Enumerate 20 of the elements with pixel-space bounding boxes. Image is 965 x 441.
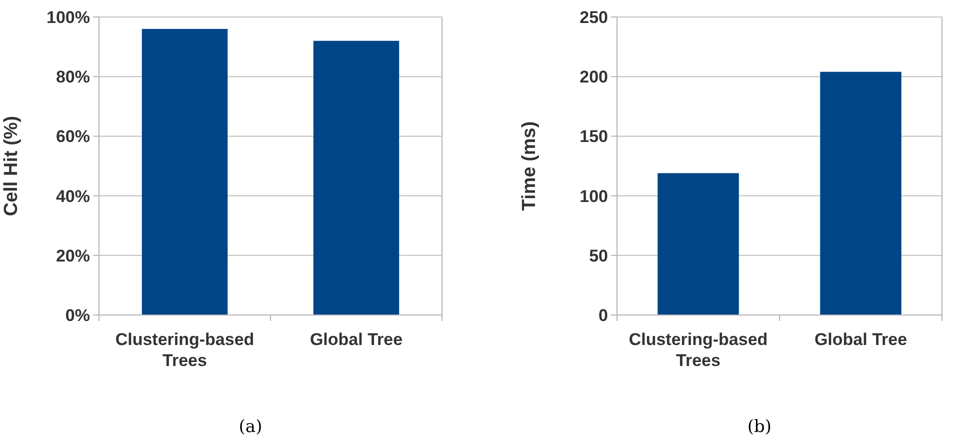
x-tick-label: Global Tree [814, 330, 908, 349]
y-tick-label: 100% [46, 8, 90, 27]
y-axis-title: Time (ms) [519, 121, 540, 211]
text: (a) [238, 417, 262, 437]
text: (b) [747, 417, 772, 437]
x-tick-label: Clustering-based Trees [115, 330, 254, 370]
x-tick-label: Global Tree [310, 330, 403, 349]
y-tick-label: 150 [580, 127, 608, 146]
x-tick-label: Clustering-based Trees [628, 330, 768, 370]
y-tick-label: 200 [580, 68, 608, 87]
y-tick-label: 0 [598, 306, 608, 325]
y-tick-label: 80% [56, 68, 90, 87]
y-axis-title: Cell Hit (%) [1, 116, 22, 216]
y-tick-label: 100 [580, 186, 608, 206]
y-tick-label: 0% [65, 306, 90, 325]
y-tick-label: 60% [56, 127, 90, 146]
y-tick-label: 50 [589, 246, 608, 266]
y-tick-label: 40% [56, 186, 90, 206]
y-tick-label: 20% [56, 246, 90, 266]
y-tick-label: 250 [580, 8, 608, 27]
